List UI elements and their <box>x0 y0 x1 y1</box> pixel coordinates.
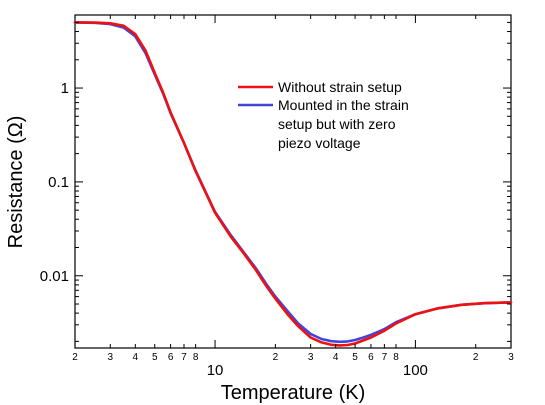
y-major-tick-label: 0.01 <box>40 268 69 285</box>
x-major-tick-label: 10 <box>207 362 224 379</box>
x-minor-tick-label: 3 <box>308 352 314 363</box>
x-minor-tick-label: 2 <box>473 352 479 363</box>
x-minor-tick-label: 6 <box>368 352 374 363</box>
x-minor-tick-label: 5 <box>152 352 158 363</box>
x-minor-tick-label: 3 <box>108 352 114 363</box>
x-minor-tick-label: 8 <box>393 352 399 363</box>
x-minor-tick-label: 4 <box>133 352 139 363</box>
series-line-without-strain <box>73 21 513 347</box>
y-major-tick-label: 1 <box>61 80 69 97</box>
legend-label-without-strain: Without strain setup <box>278 79 402 95</box>
legend-label-mounted-strain: Mounted in the strain setup but with zero… <box>278 97 409 151</box>
x-axis-label: Temperature (K) <box>221 382 366 404</box>
legend: Without strain setup Mounted in the stra… <box>238 79 409 151</box>
y-major-tick-label: 0.1 <box>48 174 69 191</box>
x-minor-tick-label: 8 <box>193 352 199 363</box>
data-curves <box>73 21 513 347</box>
plot-frame <box>74 14 512 349</box>
x-minor-tick-label: 4 <box>333 352 339 363</box>
y-axis-label: Resistance (Ω) <box>5 116 27 249</box>
x-minor-tick-label: 6 <box>168 352 174 363</box>
x-minor-tick-label: 7 <box>181 352 187 363</box>
x-minor-tick-label: 2 <box>273 352 279 363</box>
series-line-mounted-strain <box>73 21 513 344</box>
x-minor-tick-label: 7 <box>382 352 388 363</box>
x-minor-tick-label: 2 <box>72 352 78 363</box>
x-minor-tick-label: 3 <box>508 352 514 363</box>
x-major-tick-label: 100 <box>403 362 428 379</box>
x-minor-tick-label: 5 <box>352 352 358 363</box>
